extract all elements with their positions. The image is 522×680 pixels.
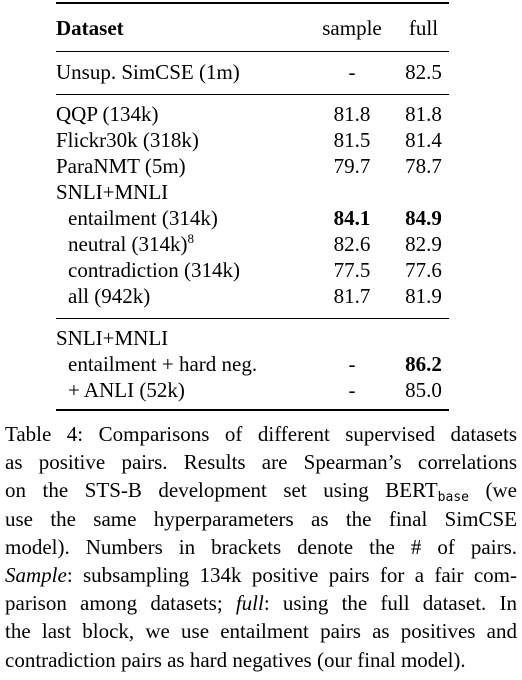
caption-line: the last block, we use entailment pairs … xyxy=(5,619,517,644)
full-value: 85.0 xyxy=(405,378,442,402)
caption-line: parison among datasets; full: using the … xyxy=(5,589,517,617)
dataset-name: ParaNMT (5m) xyxy=(56,154,186,178)
full-value: 82.9 xyxy=(405,232,442,256)
header-full: full xyxy=(408,15,439,40)
table-row: neutral (314k)8 82.6 82.9 xyxy=(56,231,449,257)
caption-line: Table 4: Comparisons of different superv… xyxy=(5,422,517,446)
dataset-name: entailment + hard neg. xyxy=(68,352,258,376)
full-value xyxy=(398,179,449,205)
full-value: 81.9 xyxy=(405,284,442,308)
dataset-name: Unsup. SimCSE (1m) xyxy=(56,60,240,84)
sample-value: 84.1 xyxy=(333,206,371,230)
dataset-name: Flickr30k (318k) xyxy=(56,128,199,152)
table-row: SNLI+MNLI xyxy=(56,318,449,352)
full-value: 81.8 xyxy=(405,102,442,126)
table-row: contradiction (314k) 77.5 77.6 xyxy=(56,257,449,283)
caption-line: contradiction pairs as hard negatives (o… xyxy=(5,647,466,672)
full-value: 81.4 xyxy=(405,128,442,152)
table-row: entailment + hard neg. - 86.2 xyxy=(56,351,449,377)
dataset-name: all (942k) xyxy=(68,284,151,308)
full-value: 84.9 xyxy=(405,206,442,230)
sample-value: 81.7 xyxy=(333,284,371,308)
full-value: 82.5 xyxy=(405,60,442,84)
caption-line: Sample: subsampling 134k positive pairs … xyxy=(5,561,517,589)
caption-line: on the STS-B development set using BERTb… xyxy=(5,476,517,504)
caption-text: parison among datasets; xyxy=(5,591,236,616)
dataset-name: QQP (134k) xyxy=(56,102,159,126)
dataset-group-label: SNLI+MNLI xyxy=(56,180,169,204)
caption-subscript: base xyxy=(437,490,469,505)
caption-text: (we xyxy=(468,478,517,503)
header-sample: sample xyxy=(322,15,382,40)
sample-value: 82.6 xyxy=(333,232,371,256)
caption-text: : subsampling 134k positive pairs for a … xyxy=(66,562,517,587)
caption-line: model). Numbers in brackets denote the #… xyxy=(5,534,517,559)
dataset-name: neutral (314k) xyxy=(68,232,188,256)
sample-value: 79.7 xyxy=(333,154,371,178)
dataset-group-label: SNLI+MNLI xyxy=(56,326,169,350)
sample-value: 81.8 xyxy=(333,102,371,126)
sample-value: 81.5 xyxy=(333,128,371,152)
caption-emphasis: Sample xyxy=(5,562,67,587)
table-row: Flickr30k (318k) 81.5 81.4 xyxy=(56,127,449,153)
full-value: 78.7 xyxy=(405,154,442,178)
sample-value: - xyxy=(348,352,356,376)
sample-value: 77.5 xyxy=(333,258,371,282)
sample-value: - xyxy=(348,60,356,84)
table-caption: Table 4: Comparisons of different superv… xyxy=(5,420,517,674)
footnote-marker: 8 xyxy=(187,231,195,246)
results-table-container: Dataset sample full Unsup. SimCSE (1m) -… xyxy=(56,2,449,411)
sample-value xyxy=(306,319,398,352)
caption-line: as positive pairs. Results are Spearman’… xyxy=(5,450,517,475)
table-row: SNLI+MNLI xyxy=(56,179,449,205)
caption-emphasis: full xyxy=(235,591,264,616)
dataset-name-cell: neutral (314k)8 xyxy=(56,231,306,257)
dataset-name: entailment (314k) xyxy=(68,206,218,230)
sample-value: - xyxy=(348,378,356,402)
table-row: entailment (314k) 84.1 84.9 xyxy=(56,205,449,231)
table-row: Unsup. SimCSE (1m) - 82.5 xyxy=(56,51,449,95)
full-value xyxy=(398,319,449,352)
full-value: 86.2 xyxy=(405,352,442,376)
table-row: ParaNMT (5m) 79.7 78.7 xyxy=(56,153,449,179)
sample-value xyxy=(306,179,398,205)
caption-text: : using the full dataset. In xyxy=(263,591,517,616)
caption-text: on the STS-B development set using BERT xyxy=(5,478,438,503)
caption-line: use the same hyperparameters as the fina… xyxy=(5,506,517,531)
table-row: QQP (134k) 81.8 81.8 xyxy=(56,94,449,128)
header-dataset: Dataset xyxy=(56,15,124,40)
table-header-row: Dataset sample full xyxy=(56,3,449,52)
dataset-name: + ANLI (52k) xyxy=(68,378,185,402)
table-row: all (942k) 81.7 81.9 xyxy=(56,283,449,319)
full-value: 77.6 xyxy=(405,258,442,282)
table-row: + ANLI (52k) - 85.0 xyxy=(56,377,449,410)
dataset-name: contradiction (314k) xyxy=(68,258,241,282)
results-table: Dataset sample full Unsup. SimCSE (1m) -… xyxy=(56,2,449,411)
